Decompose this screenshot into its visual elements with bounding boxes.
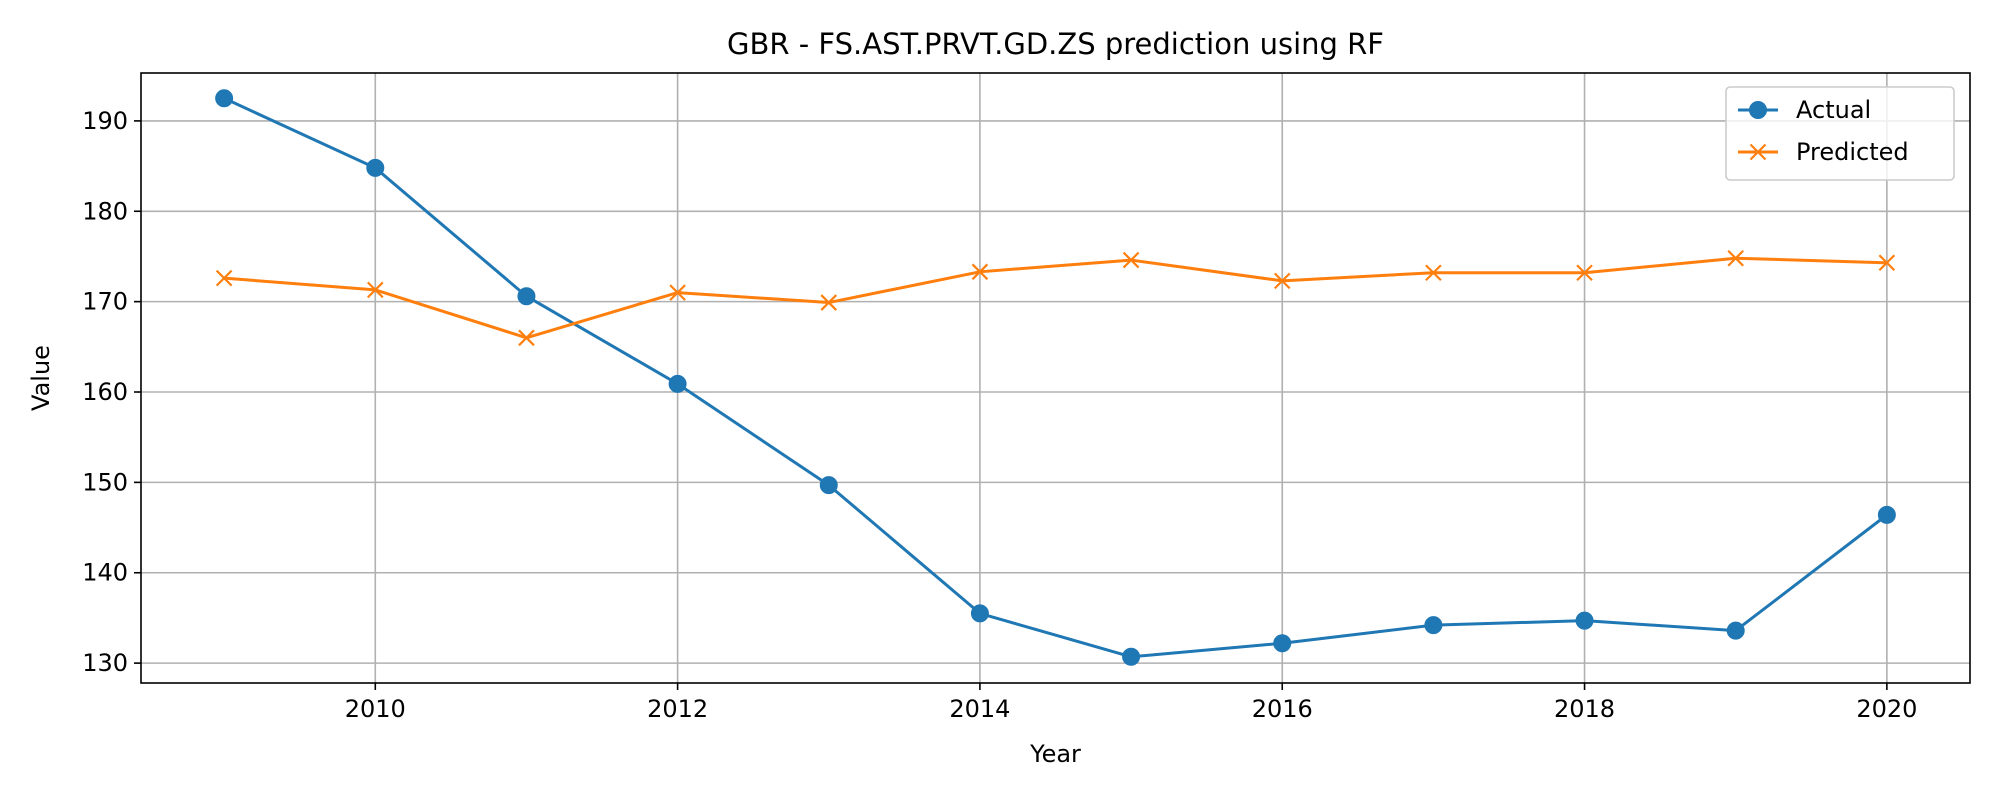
- chart-title: GBR - FS.AST.PRVT.GD.ZS prediction using…: [727, 27, 1384, 61]
- actual-line: [222, 96, 1889, 659]
- predicted-point: [1878, 254, 1896, 272]
- predicted-point: [971, 263, 989, 281]
- legend-label-actual: Actual: [1796, 96, 1871, 124]
- actual-point: [1726, 621, 1745, 640]
- y-axis: 130 140 150 160 170 180 190: [82, 107, 141, 677]
- predicted-point: [1425, 264, 1442, 281]
- legend-marker-actual: [1749, 101, 1767, 119]
- y-axis-label: Value: [27, 345, 55, 411]
- plot-frame: [140, 72, 1971, 684]
- x-tick-label: 2016: [1252, 695, 1313, 723]
- x-tick-label: 2010: [345, 695, 406, 723]
- x-tick-label: 2012: [647, 695, 708, 723]
- x-axis-label: Year: [1029, 740, 1081, 768]
- actual-point: [970, 604, 989, 623]
- y-tick-label: 140: [82, 559, 128, 587]
- actual-point: [215, 89, 234, 108]
- y-tick-label: 170: [82, 288, 128, 316]
- predicted-point: [518, 329, 535, 347]
- predicted-point: [1122, 251, 1140, 269]
- y-tick-label: 150: [82, 468, 128, 496]
- predicted-point: [669, 284, 686, 301]
- predicted-point: [367, 281, 384, 299]
- legend-box: [1725, 86, 1955, 181]
- actual-point: [1122, 647, 1141, 666]
- y-tick-label: 130: [82, 649, 128, 677]
- x-tick-label: 2018: [1554, 695, 1615, 723]
- y-tick-label: 160: [82, 378, 128, 406]
- actual-point: [1273, 634, 1292, 653]
- x-axis: 2010 2012 2014 2016 2018 2020: [345, 683, 1917, 723]
- actual-point: [517, 287, 536, 306]
- actual-point: [819, 476, 838, 495]
- actual-point: [1877, 505, 1896, 524]
- legend-item-predicted: Predicted: [1738, 138, 1909, 166]
- y-tick-label: 190: [82, 107, 128, 135]
- actual-point: [366, 158, 385, 177]
- predicted-point: [820, 294, 838, 311]
- legend-marker-predicted: [1749, 143, 1767, 161]
- series-predicted: [215, 249, 1896, 347]
- legend-label-predicted: Predicted: [1796, 138, 1909, 166]
- predicted-point: [1273, 272, 1291, 290]
- series-lines: [215, 89, 1896, 666]
- x-tick-label: 2020: [1856, 695, 1917, 723]
- predicted-point: [215, 269, 233, 287]
- legend: Actual Predicted: [1725, 86, 1955, 181]
- y-tick-label: 180: [82, 197, 128, 225]
- series-actual: [215, 89, 1896, 666]
- predicted-line: [222, 256, 1889, 340]
- x-tick-label: 2014: [949, 695, 1010, 723]
- actual-point: [1424, 616, 1443, 635]
- predicted-point: [1727, 249, 1744, 267]
- actual-point: [1575, 611, 1594, 630]
- predicted-point: [1576, 264, 1593, 281]
- legend-item-actual: Actual: [1738, 96, 1871, 124]
- actual-point: [668, 374, 687, 393]
